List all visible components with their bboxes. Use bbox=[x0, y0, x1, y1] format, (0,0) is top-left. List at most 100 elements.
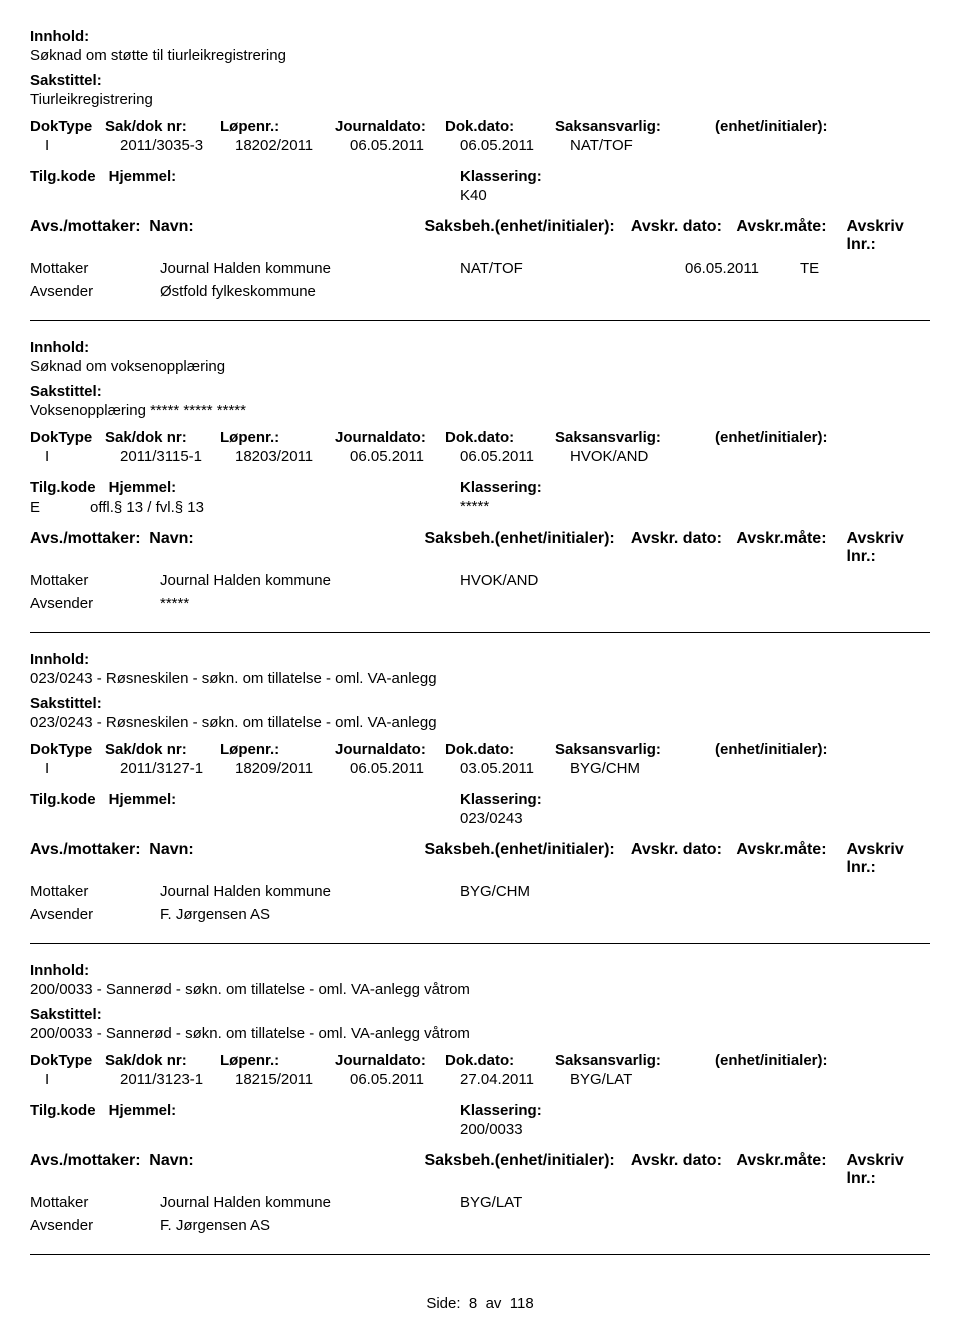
party-header-row: Avs./mottaker: Navn: Saksbeh.(enhet/init… bbox=[30, 1152, 930, 1188]
journaldato-value: 06.05.2011 bbox=[350, 760, 460, 777]
avskrmate-label: Avskr.måte: bbox=[736, 841, 846, 877]
innhold-value: 200/0033 - Sannerød - søkn. om tillatels… bbox=[30, 981, 930, 998]
avskrmate-label: Avskr.måte: bbox=[736, 1152, 846, 1188]
hjemmel-label: Hjemmel: bbox=[109, 791, 177, 808]
party-row: Mottaker Journal Halden kommune BYG/LAT bbox=[30, 1194, 930, 1211]
tilgkode-label: Tilg.kode bbox=[30, 479, 96, 496]
innhold-label: Innhold: bbox=[30, 962, 930, 979]
journal-record: Innhold: 023/0243 - Røsneskilen - søkn. … bbox=[30, 633, 930, 944]
klassering-label: Klassering: bbox=[460, 479, 542, 496]
innhold-value: Søknad om voksenopplæring bbox=[30, 358, 930, 375]
party-header-row: Avs./mottaker: Navn: Saksbeh.(enhet/init… bbox=[30, 218, 930, 254]
col-sakdoknr-label: Sak/dok nr: bbox=[105, 429, 220, 446]
col-enhet-label: (enhet/initialer): bbox=[715, 429, 865, 446]
col-lopnr-label: Løpenr.: bbox=[220, 118, 335, 135]
sakdoknr-value: 2011/3123-1 bbox=[120, 1071, 235, 1088]
klassering-label: Klassering: bbox=[460, 791, 542, 808]
journal-record: Innhold: Søknad om voksenopplæring Sakst… bbox=[30, 321, 930, 633]
col-enhet-label: (enhet/initialer): bbox=[715, 1052, 865, 1069]
page-total: 118 bbox=[510, 1295, 534, 1312]
doktype-value: I bbox=[30, 1071, 120, 1088]
col-doktype-label: DokType bbox=[30, 429, 105, 446]
avskrmate-label: Avskr.måte: bbox=[736, 530, 846, 566]
col-enhet-label: (enhet/initialer): bbox=[715, 741, 865, 758]
avskrdato-label: Avskr. dato: bbox=[631, 530, 737, 566]
hjemmel-label: Hjemmel: bbox=[109, 168, 177, 185]
party-row: Avsender Østfold fylkeskommune bbox=[30, 283, 930, 300]
innhold-label: Innhold: bbox=[30, 28, 930, 45]
party-role: Avsender bbox=[30, 595, 160, 612]
sakstittel-value: Tiurleikregistrering bbox=[30, 91, 930, 108]
col-lopnr-label: Løpenr.: bbox=[220, 429, 335, 446]
doktype-value: I bbox=[30, 760, 120, 777]
columns-data-row: I 2011/3115-1 18203/2011 06.05.2011 06.0… bbox=[30, 448, 930, 465]
columns-header-row: DokType Sak/dok nr: Løpenr.: Journaldato… bbox=[30, 118, 930, 135]
sakdoknr-value: 2011/3115-1 bbox=[120, 448, 235, 465]
party-role: Mottaker bbox=[30, 1194, 160, 1211]
col-sakdoknr-label: Sak/dok nr: bbox=[105, 1052, 220, 1069]
saksansvarlig-value: HVOK/AND bbox=[570, 448, 730, 465]
avsmottaker-label: Avs./mottaker: bbox=[30, 1152, 149, 1188]
col-journaldato-label: Journaldato: bbox=[335, 741, 445, 758]
avskrlnr-label: Avskriv lnr.: bbox=[847, 1152, 931, 1188]
saksansvarlig-value: BYG/LAT bbox=[570, 1071, 730, 1088]
avskrlnr-label: Avskriv lnr.: bbox=[847, 530, 931, 566]
col-doktype-label: DokType bbox=[30, 118, 105, 135]
tilg-klass-row: Tilg.kode Hjemmel: E offl.§ 13 / fvl.§ 1… bbox=[30, 479, 930, 516]
saksbeh-label: Saksbeh.(enhet/initialer): bbox=[424, 841, 630, 877]
party-name: Journal Halden kommune bbox=[160, 1194, 460, 1211]
party-saksbeh: BYG/LAT bbox=[460, 1194, 685, 1211]
sakdoknr-value: 2011/3127-1 bbox=[120, 760, 235, 777]
col-doktype-label: DokType bbox=[30, 1052, 105, 1069]
tilg-klass-row: Tilg.kode Hjemmel: Klassering: K40 bbox=[30, 168, 930, 204]
klassering-value: 023/0243 bbox=[460, 810, 542, 827]
avskrdato-label: Avskr. dato: bbox=[631, 1152, 737, 1188]
innhold-label: Innhold: bbox=[30, 339, 930, 356]
tilg-klass-row: Tilg.kode Hjemmel: Klassering: 200/0033 bbox=[30, 1102, 930, 1138]
doktype-value: I bbox=[30, 137, 120, 154]
columns-header-row: DokType Sak/dok nr: Løpenr.: Journaldato… bbox=[30, 429, 930, 446]
columns-header-row: DokType Sak/dok nr: Løpenr.: Journaldato… bbox=[30, 1052, 930, 1069]
party-saksbeh: NAT/TOF bbox=[460, 260, 685, 277]
klassering-value: ***** bbox=[460, 498, 542, 515]
party-role: Avsender bbox=[30, 1217, 160, 1234]
col-enhet-label: (enhet/initialer): bbox=[715, 118, 865, 135]
avskrlnr-label: Avskriv lnr.: bbox=[847, 841, 931, 877]
party-role: Mottaker bbox=[30, 572, 160, 589]
party-role: Mottaker bbox=[30, 883, 160, 900]
avsmottaker-label: Avs./mottaker: bbox=[30, 218, 149, 254]
lopnr-value: 18215/2011 bbox=[235, 1071, 350, 1088]
sakstittel-value: Voksenopplæring ***** ***** ***** bbox=[30, 402, 930, 419]
col-saksansvarlig-label: Saksansvarlig: bbox=[555, 429, 715, 446]
navn-label: Navn: bbox=[149, 218, 424, 254]
party-name: Journal Halden kommune bbox=[160, 883, 460, 900]
col-journaldato-label: Journaldato: bbox=[335, 429, 445, 446]
party-row: Mottaker Journal Halden kommune BYG/CHM bbox=[30, 883, 930, 900]
journal-record: Innhold: 200/0033 - Sannerød - søkn. om … bbox=[30, 944, 930, 1255]
hjemmel-label: Hjemmel: bbox=[109, 479, 177, 496]
party-header-row: Avs./mottaker: Navn: Saksbeh.(enhet/init… bbox=[30, 841, 930, 877]
saksansvarlig-value: NAT/TOF bbox=[570, 137, 730, 154]
tilgkode-label: Tilg.kode bbox=[30, 168, 96, 185]
party-header-row: Avs./mottaker: Navn: Saksbeh.(enhet/init… bbox=[30, 530, 930, 566]
klassering-label: Klassering: bbox=[460, 1102, 542, 1119]
sakstittel-label: Sakstittel: bbox=[30, 1006, 930, 1023]
sakstittel-value: 200/0033 - Sannerød - søkn. om tillatels… bbox=[30, 1025, 930, 1042]
party-role: Mottaker bbox=[30, 260, 160, 277]
party-name: ***** bbox=[160, 595, 460, 612]
avskrdato-label: Avskr. dato: bbox=[631, 218, 737, 254]
dokdato-value: 06.05.2011 bbox=[460, 448, 570, 465]
hjemmel-value: offl.§ 13 / fvl.§ 13 bbox=[90, 499, 204, 516]
columns-header-row: DokType Sak/dok nr: Løpenr.: Journaldato… bbox=[30, 741, 930, 758]
party-row: Avsender F. Jørgensen AS bbox=[30, 906, 930, 923]
party-row: Mottaker Journal Halden kommune NAT/TOF … bbox=[30, 260, 930, 277]
col-sakdoknr-label: Sak/dok nr: bbox=[105, 741, 220, 758]
journal-page: Innhold: Søknad om støtte til tiurleikre… bbox=[0, 0, 960, 1342]
saksbeh-label: Saksbeh.(enhet/initialer): bbox=[424, 530, 630, 566]
col-doktype-label: DokType bbox=[30, 741, 105, 758]
col-dokdato-label: Dok.dato: bbox=[445, 1052, 555, 1069]
tilgkode-label: Tilg.kode bbox=[30, 1102, 96, 1119]
tilgkode-value: E bbox=[30, 499, 90, 516]
col-journaldato-label: Journaldato: bbox=[335, 118, 445, 135]
col-journaldato-label: Journaldato: bbox=[335, 1052, 445, 1069]
